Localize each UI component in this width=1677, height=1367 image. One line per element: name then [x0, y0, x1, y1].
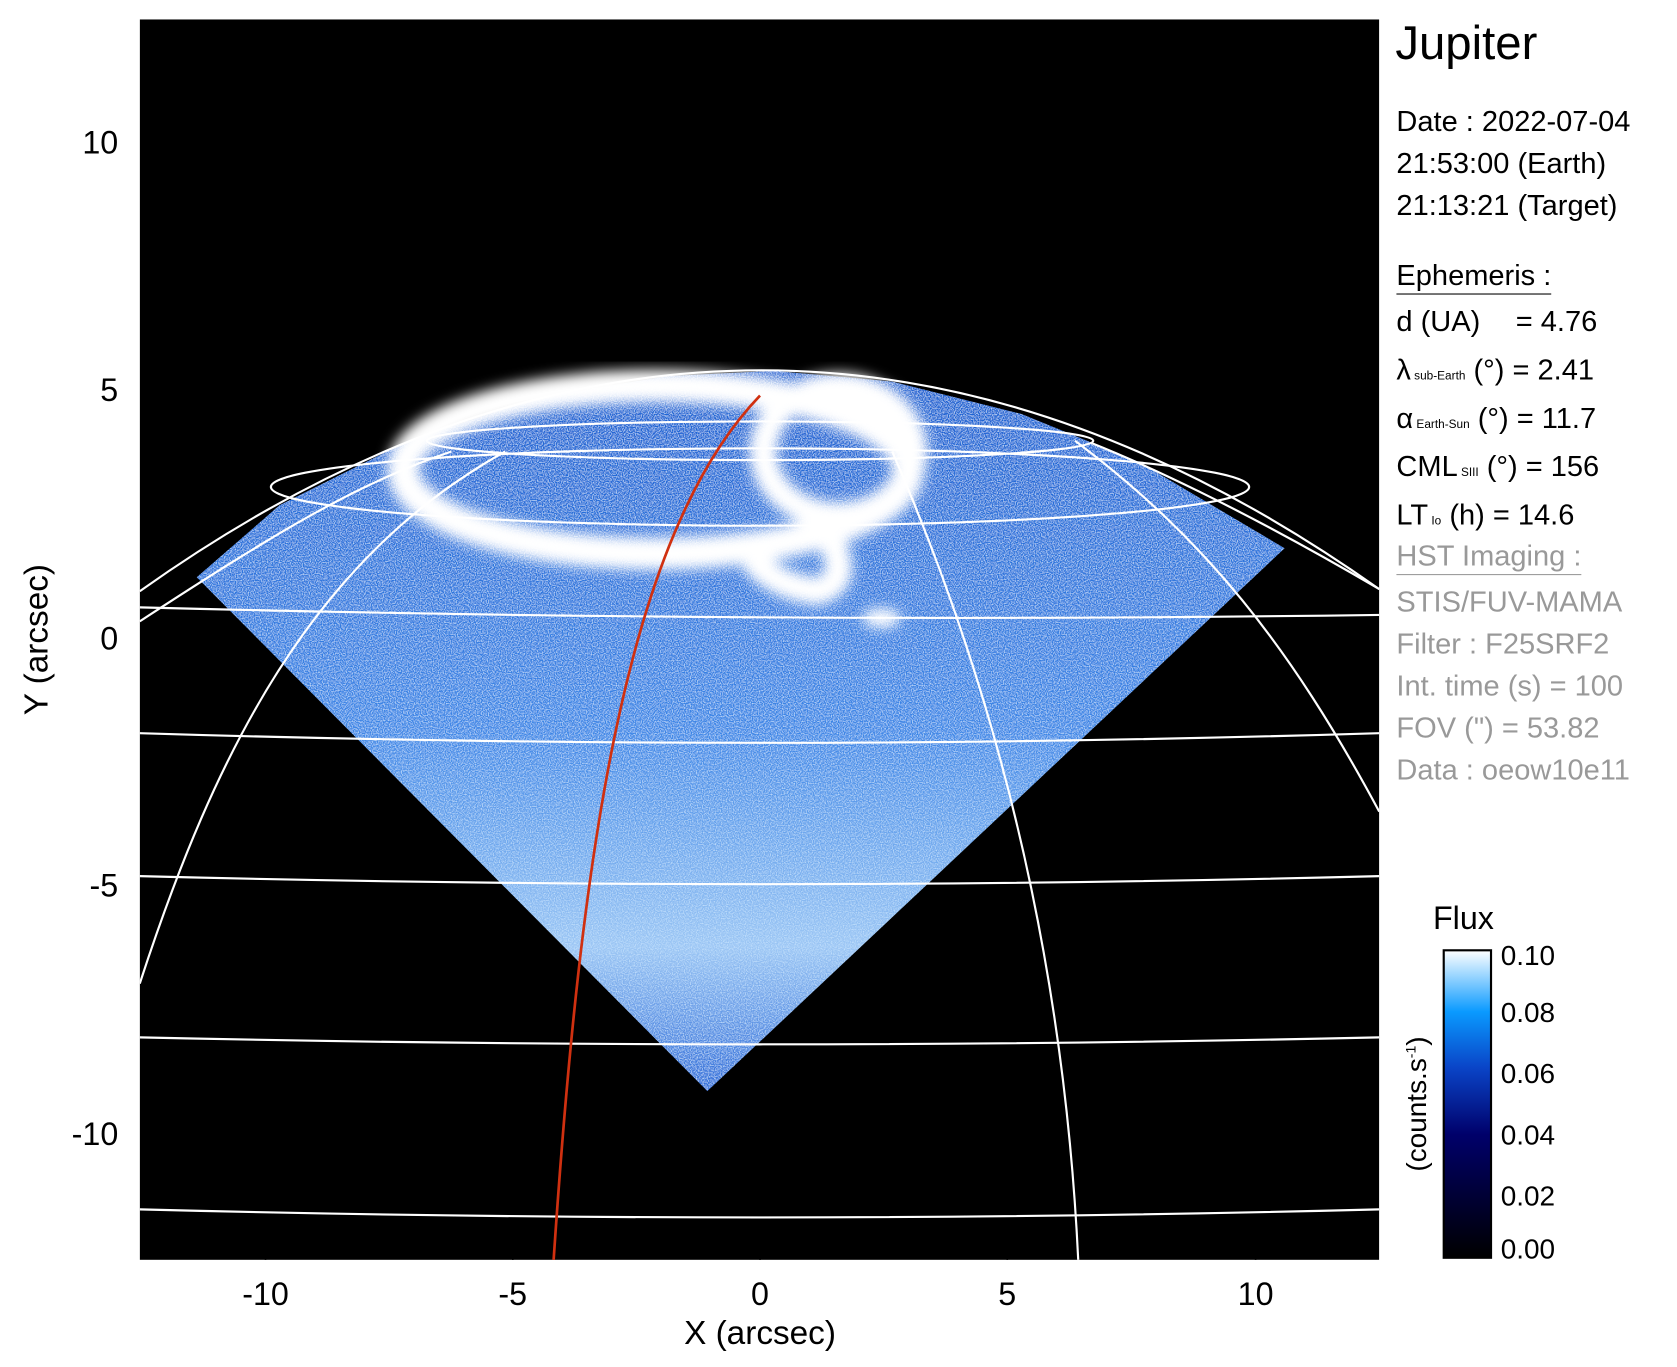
ephemeris-part: (h) = 14.6 — [1441, 498, 1575, 532]
colorbar-title: Flux — [1432, 900, 1494, 937]
ephemeris-part: (°) = 11.7 — [1469, 402, 1597, 435]
reference-meridian-line — [552, 394, 761, 1260]
ephemeris-part: α — [1396, 402, 1414, 435]
filter-text: Filter : F25SRF2 — [1396, 627, 1610, 661]
colorbar-tick-label: 0.02 — [1500, 1179, 1556, 1213]
ephemeris-header: Ephemeris : — [1396, 257, 1552, 295]
x-tick-label: -10 — [242, 1277, 289, 1313]
ephemeris-row: LT Io (h) = 14.6 — [1396, 495, 1599, 543]
fov-text: FOV (") = 53.82 — [1396, 711, 1600, 744]
ephemeris-part: Io — [1431, 514, 1442, 528]
x-tick-label: 5 — [998, 1277, 1017, 1313]
ephemeris-row: d (UA) = 4.76 — [1396, 301, 1599, 349]
x-axis-label: X (arcsec) — [684, 1313, 836, 1352]
fov-observation — [196, 370, 1285, 1092]
hst-imaging-block: HST Imaging : STIS/FUV-MAMA Filter : F25… — [1396, 535, 1630, 791]
target-time-text: 21:13:21 (Target) — [1396, 189, 1618, 222]
lat-lon-grid — [139, 369, 1380, 1260]
integration-time-text: Int. time (s) = 100 — [1396, 669, 1624, 702]
ephemeris-part: sub-Earth — [1414, 369, 1466, 383]
earth-time-text: 21:53:00 (Earth) — [1396, 147, 1607, 180]
ephemeris-part: = 4.76 — [1483, 305, 1598, 338]
ephemeris-row: CML SIII (°) = 156 — [1396, 446, 1599, 494]
ephemeris-part: CML — [1396, 450, 1458, 483]
y-tick-label: 0 — [100, 621, 119, 657]
ephemeris-part: LT — [1396, 498, 1429, 532]
ephemeris-part: λ — [1396, 353, 1411, 386]
planet-title: Jupiter — [1395, 17, 1538, 70]
colorbar-tick-label: 0.06 — [1500, 1057, 1556, 1090]
x-tick-label: 10 — [1237, 1277, 1274, 1313]
colorbar-label: (counts.s-1) — [1400, 1036, 1433, 1172]
instrument-text: STIS/FUV-MAMA — [1396, 585, 1623, 619]
x-tick-label: -5 — [498, 1277, 528, 1313]
colorbar-tick-label: 0.04 — [1500, 1118, 1556, 1151]
colorbar-tick-label: 0.00 — [1500, 1232, 1556, 1265]
ephemeris-part: d (UA) — [1396, 305, 1481, 338]
ephemeris-part: (°) = 2.41 — [1465, 353, 1595, 386]
colorbar — [1442, 949, 1493, 1259]
y-axis-label: Y (arcsec) — [17, 564, 55, 716]
ephemeris-row: λ sub-Earth (°) = 2.41 — [1396, 349, 1599, 397]
x-tick-label: 0 — [751, 1277, 769, 1313]
y-tick-label: -10 — [71, 1116, 119, 1153]
y-tick-label: -5 — [89, 868, 119, 905]
ephemeris-row: α Earth-Sun (°) = 11.7 — [1396, 398, 1599, 446]
ephemeris-block: Ephemeris : d (UA) = 4.76 λ sub-Earth (°) … — [1396, 255, 1599, 543]
ephemeris-part: Earth-Sun — [1416, 418, 1470, 432]
observation-time: Date : 2022-07-04 21:53:00 (Earth) 21:13… — [1396, 101, 1630, 227]
ephemeris-part: (°) = 156 — [1478, 450, 1600, 483]
colorbar-tick-label: 0.08 — [1500, 995, 1556, 1029]
ephemeris-part: SIII — [1460, 466, 1479, 480]
date-text: Date : 2022-07-04 — [1396, 105, 1631, 138]
x-tick-marks — [264, 1247, 1257, 1260]
colorbar-tick-label: 0.10 — [1500, 939, 1556, 972]
hst-header: HST Imaging : — [1396, 538, 1582, 576]
y-tick-label: 10 — [82, 125, 119, 162]
dataset-text: Data : oeow10e11 — [1396, 753, 1630, 786]
y-tick-label: 5 — [100, 373, 119, 409]
